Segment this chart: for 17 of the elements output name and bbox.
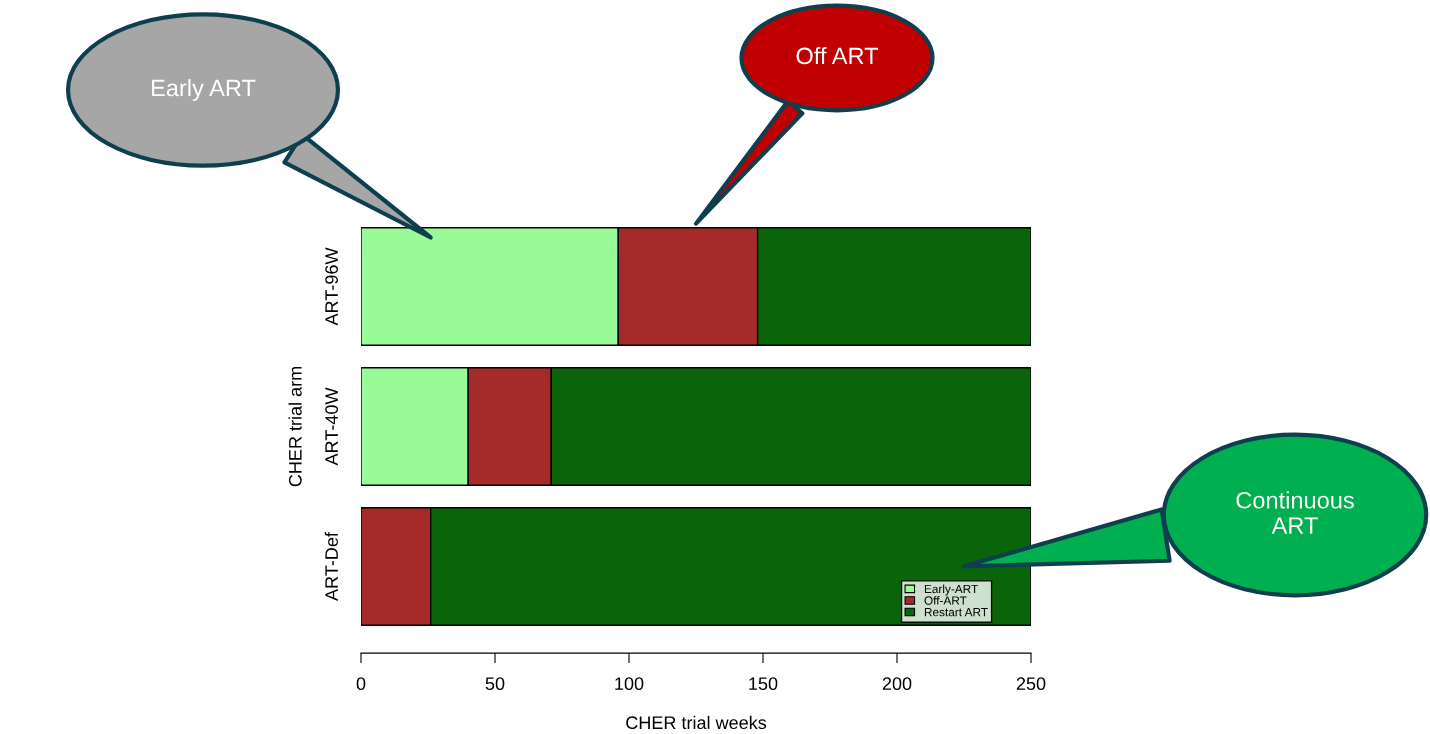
x-tick-label: 100 <box>615 677 644 691</box>
legend-label: Restart ART <box>924 608 988 617</box>
x-axis-title: CHER trial weeks <box>626 715 767 730</box>
y-axis-title: CHER trial arm <box>288 367 302 487</box>
x-tick-label: 50 <box>485 677 505 691</box>
y-tick-label: ART-96W <box>325 247 338 326</box>
x-tick-label: 200 <box>882 677 912 691</box>
x-tick-label: 0 <box>356 677 366 691</box>
y-tick-label: ART-Def <box>324 532 338 601</box>
text: Continuous ART <box>1236 491 1354 534</box>
text: Off ART <box>796 47 879 65</box>
legend-label: Off-ART <box>924 596 967 605</box>
legend-label: Early-ART <box>924 584 978 596</box>
text: Early ART <box>152 79 256 101</box>
y-tick-label: ART-40W <box>325 387 338 466</box>
x-tick-label: 250 <box>1016 677 1046 691</box>
x-tick-label: 150 <box>749 677 778 691</box>
